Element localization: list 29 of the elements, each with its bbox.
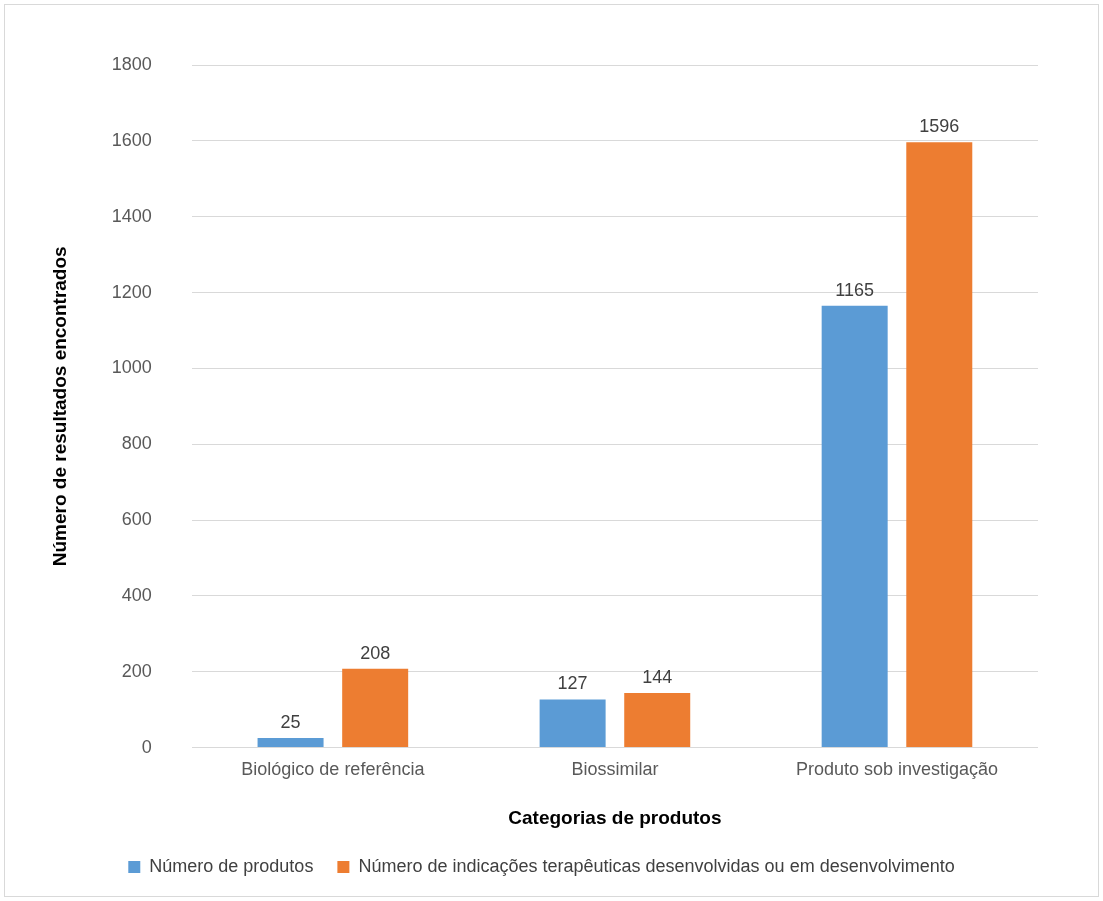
legend-label: Número de produtos — [149, 855, 314, 876]
bar — [257, 738, 324, 748]
y-tick-label: 800 — [121, 433, 152, 454]
y-tick-label: 200 — [121, 660, 152, 681]
data-label: 1596 — [919, 116, 960, 137]
y-tick-label: 400 — [121, 584, 152, 605]
bar — [624, 692, 691, 748]
bar — [539, 699, 606, 748]
y-tick-label: 1600 — [111, 129, 152, 150]
y-tick-label: 0 — [141, 736, 152, 757]
y-tick-label: 1000 — [111, 357, 152, 378]
y-axis-title: Número de resultados encontrados — [48, 246, 70, 567]
x-tick-label: Produto sob investigação — [795, 759, 999, 780]
x-tick-label: Biológico de referência — [241, 759, 426, 780]
bar — [906, 142, 973, 748]
data-label: 127 — [557, 673, 588, 694]
data-label: 25 — [280, 712, 301, 733]
y-tick-label: 1400 — [111, 205, 152, 226]
y-tick-label: 1800 — [111, 53, 152, 74]
legend-label: Número de indicações terapêuticas desenvolvidas ou em desenvolvimento — [358, 855, 955, 876]
data-label: 1165 — [835, 279, 875, 300]
x-tick-label: Biossimilar — [571, 759, 659, 780]
data-label: 144 — [642, 666, 673, 687]
bar — [342, 668, 409, 748]
y-tick-label: 600 — [121, 509, 152, 530]
x-axis-title: Categorias de produtos — [508, 806, 722, 828]
bar — [821, 305, 888, 748]
data-label: 208 — [360, 642, 391, 663]
y-tick-label: 1200 — [111, 281, 152, 302]
